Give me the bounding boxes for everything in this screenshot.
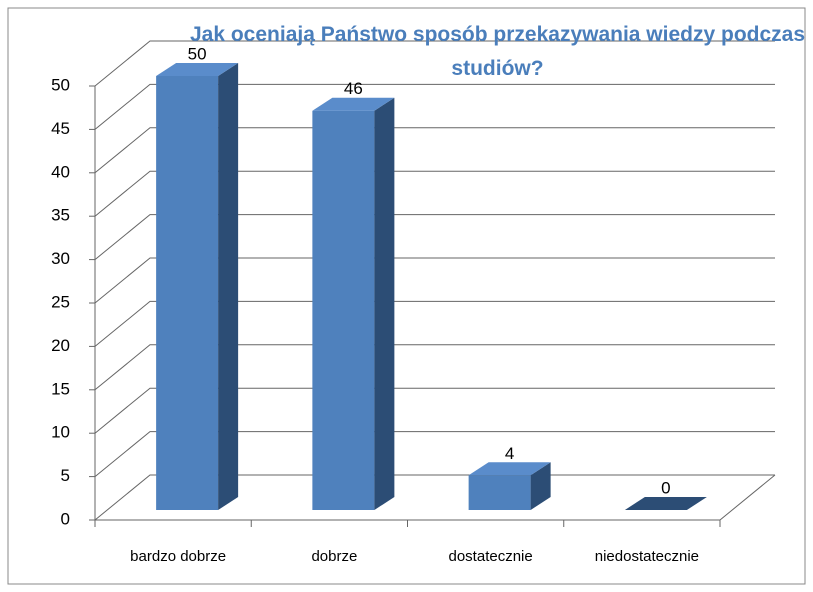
y-tick-label: 15 — [51, 379, 70, 398]
data-label: 0 — [661, 478, 670, 497]
bar-top — [312, 97, 395, 111]
y-tick-label: 25 — [51, 292, 70, 311]
x-tick-label: dobrze — [311, 548, 357, 565]
x-tick-label: bardzo dobrze — [130, 548, 226, 565]
y-tick-label: 5 — [61, 466, 70, 485]
bar-side — [218, 63, 239, 510]
x-tick-label: niedostatecznie — [595, 548, 699, 565]
grid-line — [94, 300, 775, 347]
grid-line — [94, 214, 775, 260]
bar — [156, 63, 239, 510]
grid-line — [94, 40, 775, 87]
title-box: Jak oceniają Państwo sposób przekazywani… — [189, 23, 806, 80]
data-label: 46 — [344, 79, 363, 98]
y-tick-label: 20 — [51, 336, 70, 355]
chart-border — [7, 7, 806, 585]
grid-line — [94, 127, 775, 174]
bar — [468, 462, 551, 510]
bar — [312, 97, 395, 510]
y-tick-label: 45 — [51, 119, 70, 138]
x-tick-label: dostatecznie — [449, 548, 533, 565]
chart-title: Jak oceniają Państwo sposób przekazywani… — [189, 23, 806, 80]
bar-front — [312, 110, 375, 510]
data-label: 4 — [505, 444, 514, 463]
grid-line — [94, 474, 775, 521]
grid-line — [94, 83, 775, 130]
bar — [624, 497, 707, 510]
y-tick-label: 50 — [51, 75, 70, 94]
y-tick-label: 10 — [51, 423, 70, 442]
grid-line — [94, 344, 775, 391]
bars: 50 46 4 0 — [156, 44, 707, 510]
grid-line — [94, 431, 775, 477]
y-tick-label: 0 — [61, 509, 70, 528]
bar-top — [468, 462, 551, 476]
bar-front — [468, 475, 531, 510]
data-label: 50 — [188, 44, 207, 63]
bar-top — [156, 63, 239, 76]
bar-front — [156, 76, 219, 510]
y-tick-label: 35 — [51, 206, 70, 225]
bar-side — [374, 97, 395, 510]
bar-top — [624, 497, 707, 510]
bar-side — [530, 462, 551, 510]
y-tick-label: 30 — [51, 249, 70, 268]
y-tick-label: 40 — [51, 162, 70, 181]
grid-line — [94, 387, 775, 434]
grid-line — [94, 170, 775, 217]
grid-line — [94, 257, 775, 304]
